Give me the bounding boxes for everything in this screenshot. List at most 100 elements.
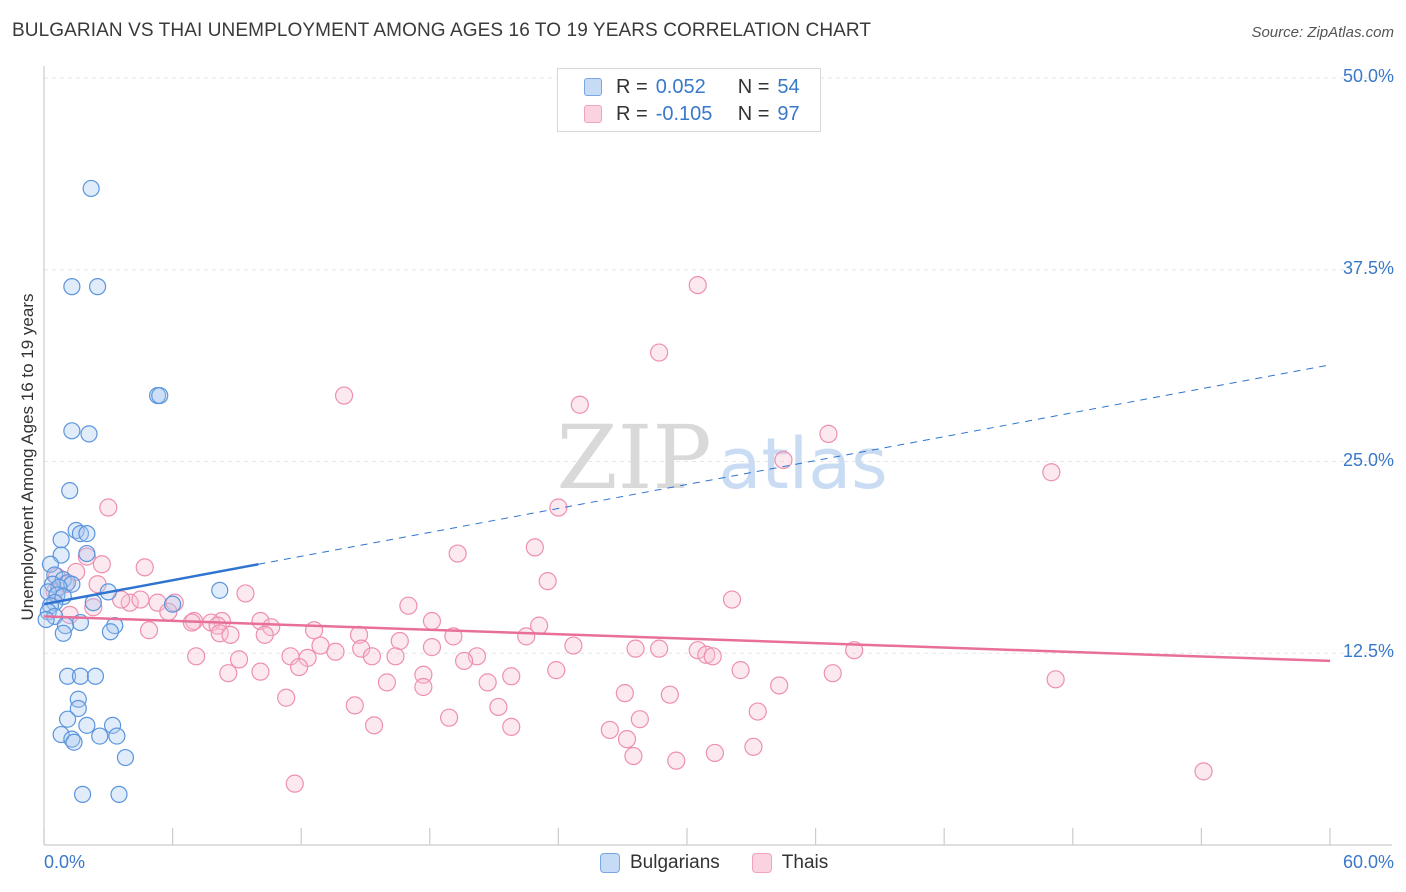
legend-r-value: 0.052 — [655, 75, 706, 98]
legend-n-label: N = — [737, 75, 770, 98]
thais-point — [345, 696, 364, 715]
thais-point — [187, 647, 206, 666]
thais-point — [221, 625, 240, 644]
series-swatch-thais — [751, 853, 772, 873]
thais-point — [748, 702, 767, 721]
thais-point — [823, 664, 842, 683]
thais-point — [705, 743, 724, 763]
series-legend: Bulgarians Thais — [600, 852, 860, 874]
thais-point — [549, 498, 568, 517]
thais-point — [1194, 762, 1213, 781]
thais-point — [399, 596, 418, 615]
thais-point — [277, 688, 296, 707]
bulgarians-point — [164, 595, 182, 613]
bulgarians-point — [78, 544, 96, 563]
y-tick-label: 37.5% — [1342, 257, 1394, 278]
thais-point — [251, 662, 270, 681]
thais-point — [564, 636, 583, 655]
bulgarians-point — [69, 699, 87, 718]
thais-point — [688, 275, 707, 295]
bulgarians-point — [82, 179, 100, 198]
thais-point — [489, 697, 508, 717]
legend-swatch-thais — [584, 105, 602, 123]
bulgarians-point — [73, 785, 92, 803]
thais-point — [236, 584, 255, 603]
bulgarians-point — [69, 690, 87, 708]
bulgarians-point — [71, 667, 90, 685]
thais-point — [131, 590, 150, 609]
thais-point — [326, 642, 345, 661]
watermark: ZIP atlas — [556, 406, 887, 509]
thais-point — [845, 641, 864, 660]
thais-point — [444, 627, 463, 646]
thais-point — [600, 720, 619, 740]
thais-point — [697, 645, 716, 664]
y-axis-label: Unemployment Among Ages 16 to 19 years — [18, 293, 37, 621]
bulgarians-point — [37, 610, 55, 629]
bulgarians-points — [37, 179, 229, 803]
legend-row-bulgarians: R = 0.052 N = 54 — [584, 75, 800, 99]
thais-point — [538, 572, 557, 591]
thais-point — [667, 751, 686, 770]
thais-point — [650, 639, 669, 658]
bulgarians-point — [116, 748, 135, 767]
thais-point — [617, 730, 637, 749]
thais-point — [650, 343, 669, 362]
thais-point — [304, 621, 324, 640]
series-swatch-bulgarians — [600, 853, 620, 873]
thais-point — [386, 647, 405, 666]
x-tick-label-min: 0.0% — [44, 852, 86, 872]
y-tick-label: 50.0% — [1342, 66, 1394, 86]
thais-point — [165, 593, 184, 612]
bulgarians-point — [86, 667, 105, 685]
thais-point — [626, 639, 645, 658]
thais-point — [502, 667, 521, 686]
bulgarians-point — [63, 730, 81, 748]
thais-point — [448, 544, 467, 563]
axes — [43, 66, 1392, 846]
series-label-bulgarians: Bulgarians — [630, 852, 720, 873]
thais-point — [135, 558, 154, 577]
thais-point — [744, 737, 763, 756]
thais-point — [414, 677, 433, 697]
thais-point — [517, 627, 536, 646]
thais-point — [422, 611, 442, 631]
thais-point — [478, 673, 497, 692]
thais-point — [703, 647, 722, 666]
bulgarians-point — [63, 575, 81, 593]
trend-lines — [43, 364, 1331, 663]
series-legend-thais: Thais — [751, 852, 828, 874]
thais-point — [84, 598, 103, 617]
thais-point — [774, 450, 793, 470]
thais-point — [1046, 670, 1065, 689]
watermark-atlas: atlas — [718, 423, 887, 505]
watermark-zip: ZIP — [556, 406, 711, 509]
bulgarians-point — [58, 710, 77, 728]
thais-point — [502, 717, 521, 736]
bulgarians-point — [54, 624, 72, 642]
legend-n-label: N = — [737, 102, 770, 125]
thais-point — [219, 664, 238, 683]
thais-point — [362, 647, 382, 666]
bulgarians-point — [52, 725, 70, 744]
bulgarians-point — [80, 425, 98, 443]
bulgarians-point — [63, 422, 81, 440]
thais-point — [525, 538, 544, 557]
bulgarians-point — [88, 278, 107, 296]
bulgarians-point — [61, 482, 79, 500]
thais-point — [454, 651, 474, 671]
thais-point — [422, 638, 442, 657]
thais-trend-solid — [43, 615, 1331, 663]
bulgarians-point — [71, 524, 90, 543]
thais-point — [547, 661, 566, 680]
thais-point — [770, 676, 789, 695]
source-label: Source: ZipAtlas.com — [1251, 24, 1394, 41]
bulgarians-point — [108, 727, 126, 745]
thais-point — [289, 657, 309, 677]
thais-point — [229, 650, 249, 669]
thais-point — [92, 555, 111, 574]
legend-swatch-bulgarians — [584, 78, 602, 96]
x-tick-label-max: 60.0% — [1342, 852, 1394, 872]
thais-point — [439, 708, 459, 727]
